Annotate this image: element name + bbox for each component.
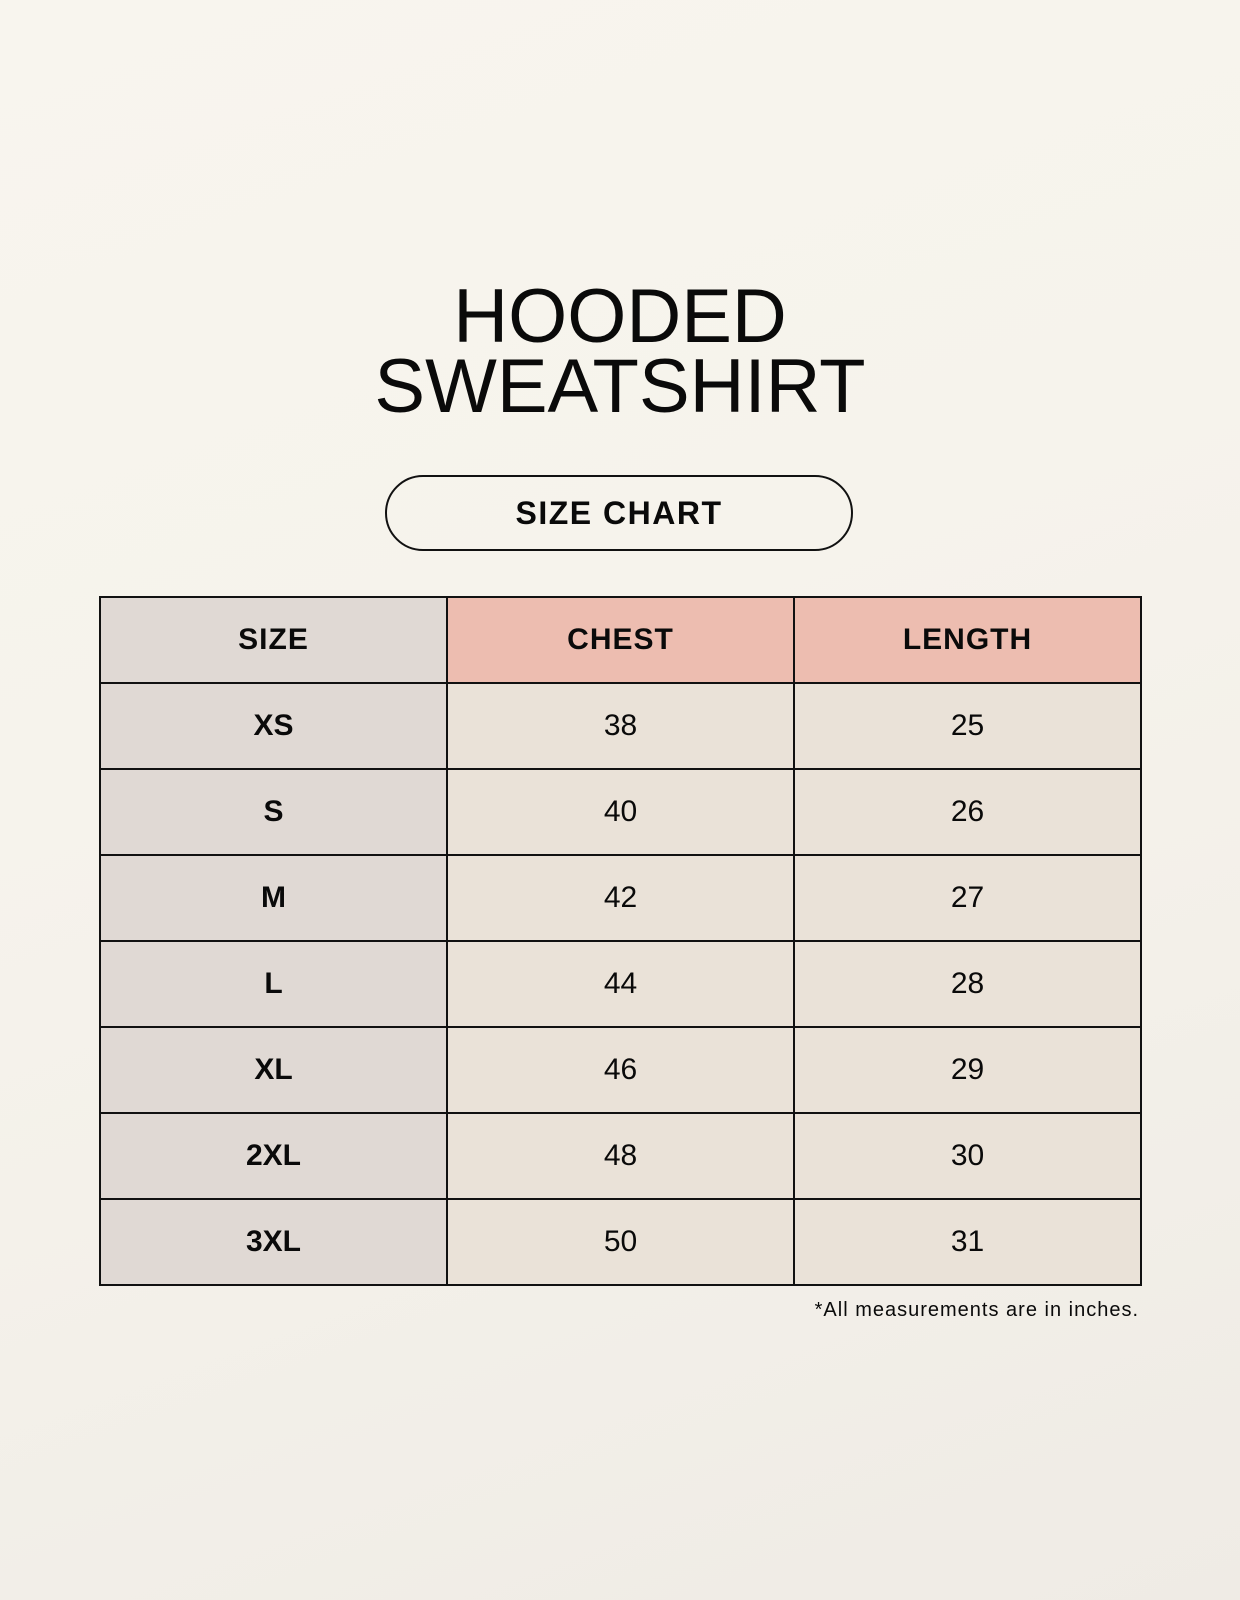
cell-length: 31 [793,1198,1142,1286]
header-length: LENGTH [793,596,1142,684]
cell-size: S [99,768,448,856]
cell-chest: 50 [446,1198,795,1286]
title-line-2: SWEATSHIRT [374,344,866,429]
cell-size: 3XL [99,1198,448,1286]
size-chart-label: SIZE CHART [385,475,853,551]
table-row: XS 38 25 [99,682,1142,770]
table-row: XL 46 29 [99,1026,1142,1114]
table-row: M 42 27 [99,854,1142,942]
cell-length: 26 [793,768,1142,856]
cell-size: XL [99,1026,448,1114]
cell-length: 28 [793,940,1142,1028]
table-row: 3XL 50 31 [99,1198,1142,1286]
cell-size: L [99,940,448,1028]
cell-length: 29 [793,1026,1142,1114]
cell-chest: 46 [446,1026,795,1114]
table-row: S 40 26 [99,768,1142,856]
table-row: L 44 28 [99,940,1142,1028]
size-table: SIZE CHEST LENGTH XS 38 25 S 40 26 M 42 27 L 44 28 X… [99,596,1142,1286]
cell-chest: 38 [446,682,795,770]
header-chest: CHEST [446,596,795,684]
header-size: SIZE [99,596,448,684]
cell-chest: 48 [446,1112,795,1200]
footnote: *All measurements are in inches. [814,1299,1139,1321]
cell-chest: 44 [446,940,795,1028]
cell-length: 27 [793,854,1142,942]
page-title: HOODED SWEATSHIRT [0,274,1240,429]
cell-chest: 40 [446,768,795,856]
table-row: 2XL 48 30 [99,1112,1142,1200]
cell-size: M [99,854,448,942]
cell-length: 25 [793,682,1142,770]
table-header-row: SIZE CHEST LENGTH [99,596,1142,684]
cell-size: XS [99,682,448,770]
cell-chest: 42 [446,854,795,942]
cell-size: 2XL [99,1112,448,1200]
title-line-1: HOODED [453,274,787,359]
cell-length: 30 [793,1112,1142,1200]
